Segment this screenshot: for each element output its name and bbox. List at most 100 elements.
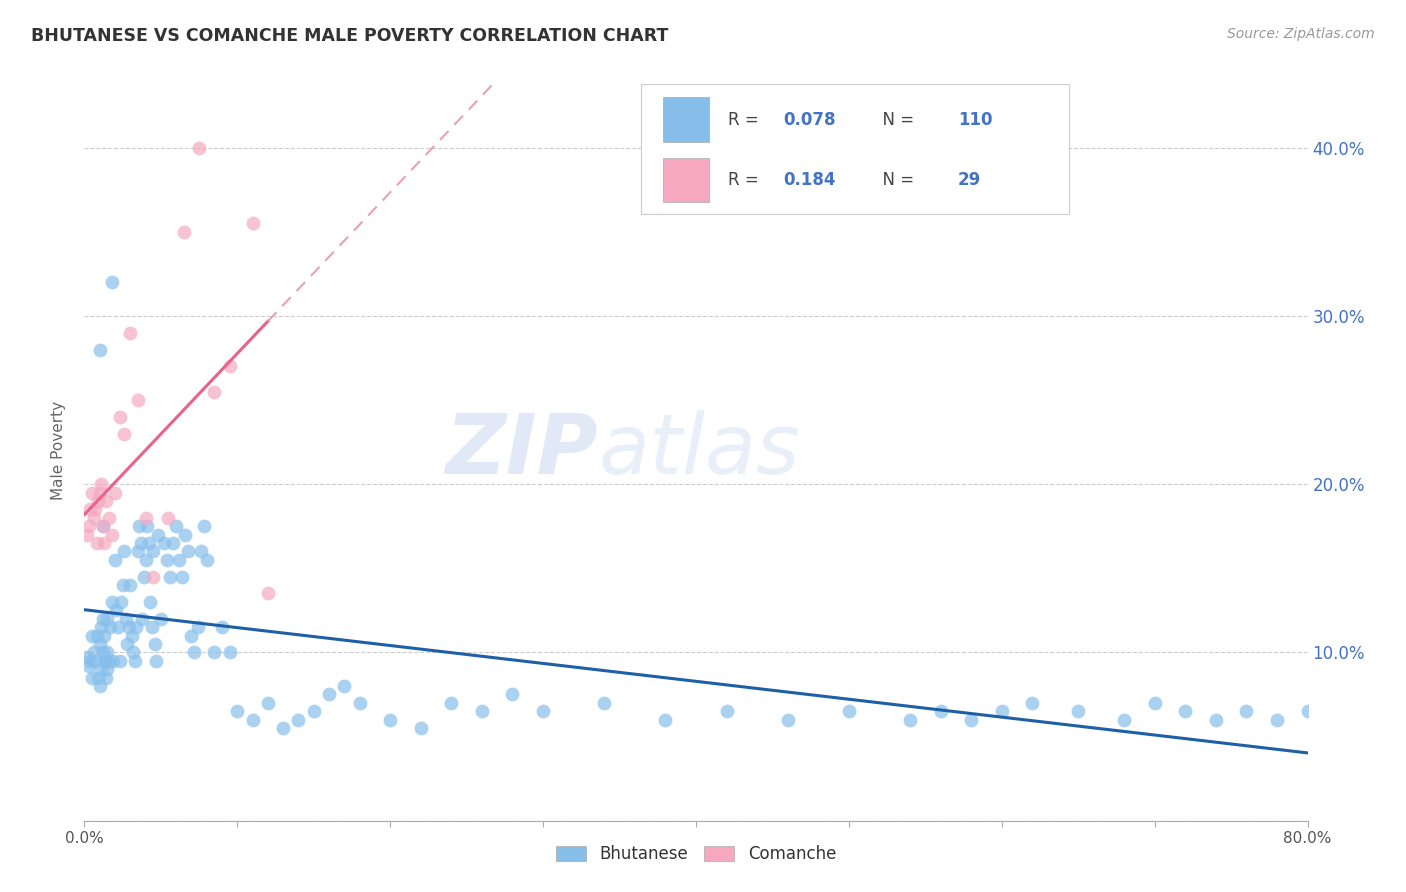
Point <box>142 544 165 558</box>
Point <box>135 510 157 524</box>
Point <box>159 569 181 583</box>
Point <box>89 343 111 357</box>
Point <box>716 704 738 718</box>
Point <box>93 654 115 668</box>
Point <box>1174 704 1197 718</box>
Point <box>838 704 860 718</box>
Point <box>77 519 100 533</box>
Point <box>129 536 152 550</box>
Point <box>153 536 176 550</box>
Point <box>84 502 107 516</box>
Text: atlas: atlas <box>598 410 800 491</box>
Point <box>101 595 124 609</box>
Point <box>91 519 114 533</box>
Point <box>97 654 120 668</box>
Point <box>86 628 108 642</box>
Point <box>1205 713 1227 727</box>
Point <box>156 553 179 567</box>
Point <box>94 671 117 685</box>
Point <box>186 620 208 634</box>
Point <box>135 553 157 567</box>
Point <box>93 628 115 642</box>
Text: R =: R = <box>728 111 763 128</box>
Point <box>112 544 135 558</box>
Point <box>145 654 167 668</box>
Point <box>107 620 129 634</box>
Legend: Bhutanese, Comanche: Bhutanese, Comanche <box>547 837 845 871</box>
Point <box>76 650 98 665</box>
Point <box>157 510 180 524</box>
FancyBboxPatch shape <box>664 97 710 142</box>
Point <box>118 620 141 634</box>
Point <box>139 595 162 609</box>
Point <box>125 620 148 634</box>
Point <box>1143 696 1166 710</box>
Point <box>193 519 215 533</box>
Point <box>1265 713 1288 727</box>
Point <box>471 704 494 718</box>
Point <box>146 527 169 541</box>
Text: N =: N = <box>872 171 920 189</box>
Point <box>440 696 463 710</box>
Point <box>929 704 952 718</box>
Point <box>101 527 124 541</box>
Point <box>115 637 138 651</box>
Point <box>149 612 172 626</box>
Point <box>143 637 166 651</box>
Point <box>1296 704 1319 718</box>
Point <box>104 553 127 567</box>
Point <box>76 527 98 541</box>
Point <box>183 645 205 659</box>
Point <box>90 477 112 491</box>
Point <box>108 409 131 424</box>
Point <box>94 654 117 668</box>
Point <box>96 662 118 676</box>
Point <box>1021 696 1043 710</box>
Point <box>502 688 524 702</box>
Point <box>96 645 118 659</box>
Point <box>142 569 165 583</box>
FancyBboxPatch shape <box>641 84 1069 213</box>
FancyBboxPatch shape <box>664 158 710 202</box>
Point <box>271 721 294 735</box>
Point <box>1067 704 1090 718</box>
Point <box>174 527 197 541</box>
Point <box>101 275 124 289</box>
Point <box>195 553 218 567</box>
Point <box>333 679 356 693</box>
Point <box>79 654 101 668</box>
Point <box>124 654 146 668</box>
Point <box>91 612 114 626</box>
Y-axis label: Male Poverty: Male Poverty <box>51 401 66 500</box>
Point <box>89 485 111 500</box>
Point <box>898 713 921 727</box>
Point <box>87 494 110 508</box>
Point <box>177 544 200 558</box>
Point <box>257 586 280 600</box>
Text: 110: 110 <box>957 111 993 128</box>
Point <box>654 713 676 727</box>
Point <box>202 645 225 659</box>
Text: 29: 29 <box>957 171 981 189</box>
Point <box>80 628 103 642</box>
Point <box>167 553 190 567</box>
Point <box>80 485 103 500</box>
Point <box>90 620 112 634</box>
Point <box>120 326 142 340</box>
Point <box>136 519 159 533</box>
Point <box>190 544 212 558</box>
Text: ZIP: ZIP <box>446 410 598 491</box>
Text: N =: N = <box>872 111 920 128</box>
Point <box>242 713 264 727</box>
Point <box>409 721 432 735</box>
Point <box>103 654 125 668</box>
Point <box>531 704 554 718</box>
Point <box>257 696 280 710</box>
Point <box>180 628 202 642</box>
Point <box>96 612 118 626</box>
Point <box>114 612 136 626</box>
Point <box>84 654 107 668</box>
Point <box>112 426 135 441</box>
Point <box>1114 713 1136 727</box>
Point <box>302 704 325 718</box>
